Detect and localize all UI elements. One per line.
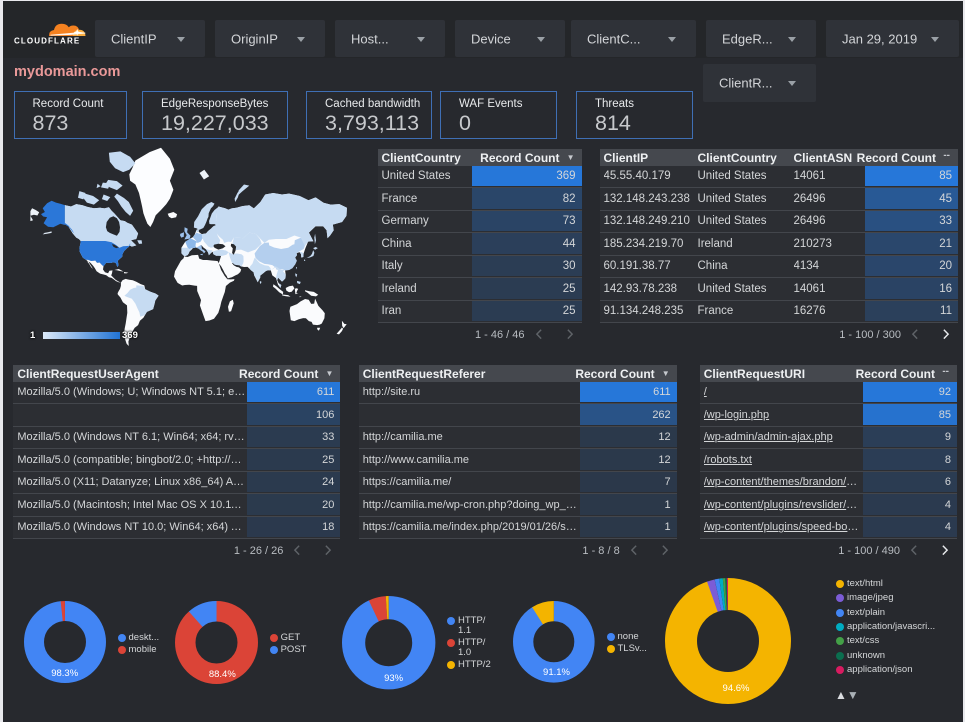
svg-text:CLOUDFLARE: CLOUDFLARE [14, 37, 80, 46]
